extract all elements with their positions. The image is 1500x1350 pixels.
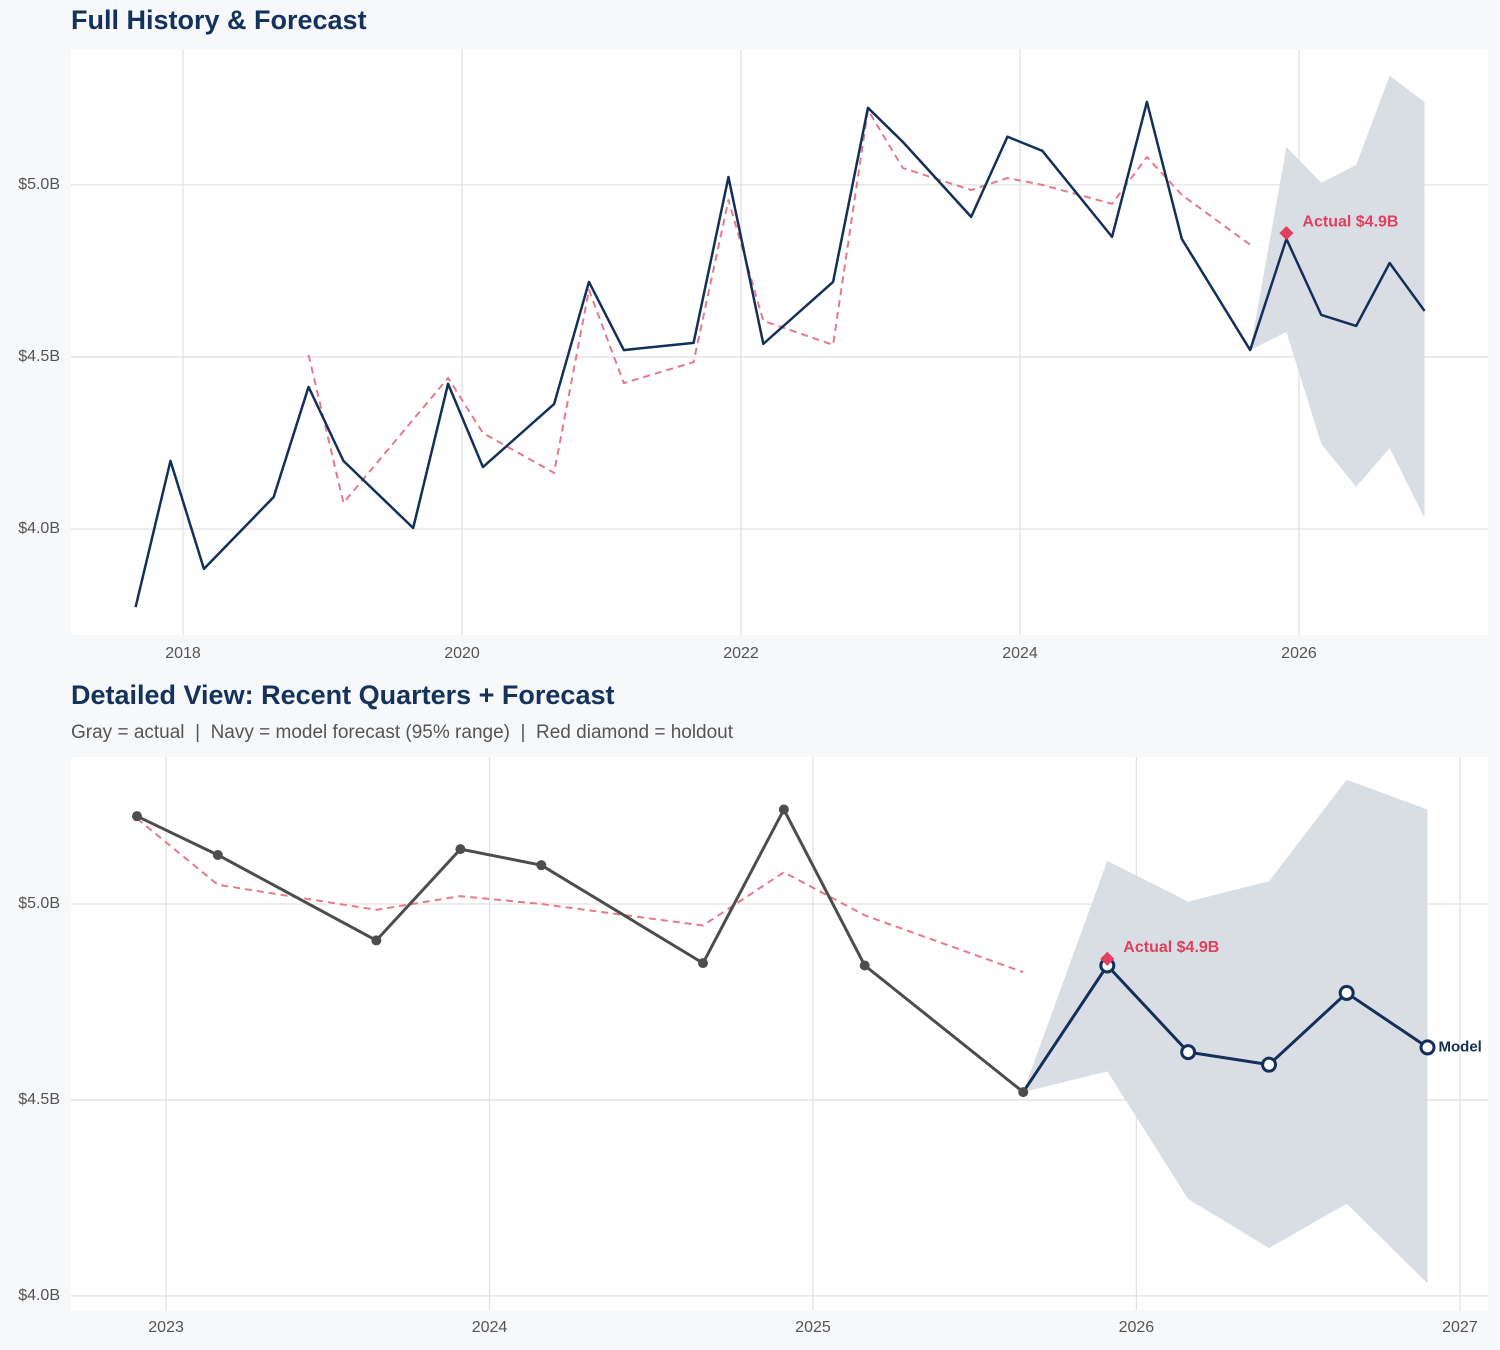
y-tick-label: $4.0B: [18, 520, 60, 537]
x-tick-label: 2023: [148, 1319, 184, 1336]
y-tick-label: $5.0B: [18, 895, 60, 912]
data-point: [1338, 984, 1355, 1001]
x-tick-label: 2027: [1442, 1319, 1478, 1336]
fitted-line: [136, 817, 1024, 974]
x-tick-label: 2018: [165, 645, 201, 662]
forecast-band: [1250, 75, 1425, 518]
x-tick-label: 2020: [444, 645, 480, 662]
data-point: [536, 860, 547, 871]
plot-area: [71, 50, 1488, 635]
x-tick-label: 2024: [472, 1319, 508, 1336]
connector: [1021, 964, 1109, 1093]
holdout-marker: [1279, 225, 1294, 241]
data-point: [778, 804, 789, 815]
y-tick-label: $4.0B: [18, 1287, 60, 1304]
x-tick-label: 2026: [1281, 645, 1317, 662]
data-point: [1018, 1087, 1029, 1098]
chart-title: Detailed View: Recent Quarters + Forecas…: [71, 680, 614, 710]
data-point: [212, 849, 223, 860]
fitted-line: [307, 108, 1251, 504]
series-label: Model: [1439, 1038, 1482, 1055]
x-tick-label: 2024: [1002, 645, 1038, 662]
x-tick-label: 2025: [795, 1319, 831, 1336]
holdout-label: Actual $4.9B: [1123, 939, 1219, 956]
data-point: [859, 960, 870, 971]
data-point: [1419, 1039, 1436, 1056]
y-tick-label: $5.0B: [18, 176, 60, 193]
data-point: [1180, 1044, 1197, 1061]
holdout-label: Actual $4.9B: [1302, 213, 1398, 230]
chart-title: Full History & Forecast: [71, 5, 367, 35]
holdout-marker: [1100, 951, 1115, 966]
data-point: [131, 811, 142, 822]
y-tick-label: $4.5B: [18, 348, 60, 365]
x-tick-label: 2022: [723, 645, 759, 662]
data-line: [134, 100, 1426, 608]
forecast-band: [1023, 779, 1428, 1284]
x-tick-label: 2026: [1119, 1319, 1155, 1336]
y-tick-label: $4.5B: [18, 1091, 60, 1108]
data-point: [455, 844, 466, 855]
data-point: [371, 935, 382, 946]
chart-subtitle: Gray = actual | Navy = model forecast (9…: [71, 722, 734, 743]
data-point: [698, 958, 709, 969]
data-point: [1261, 1056, 1278, 1073]
